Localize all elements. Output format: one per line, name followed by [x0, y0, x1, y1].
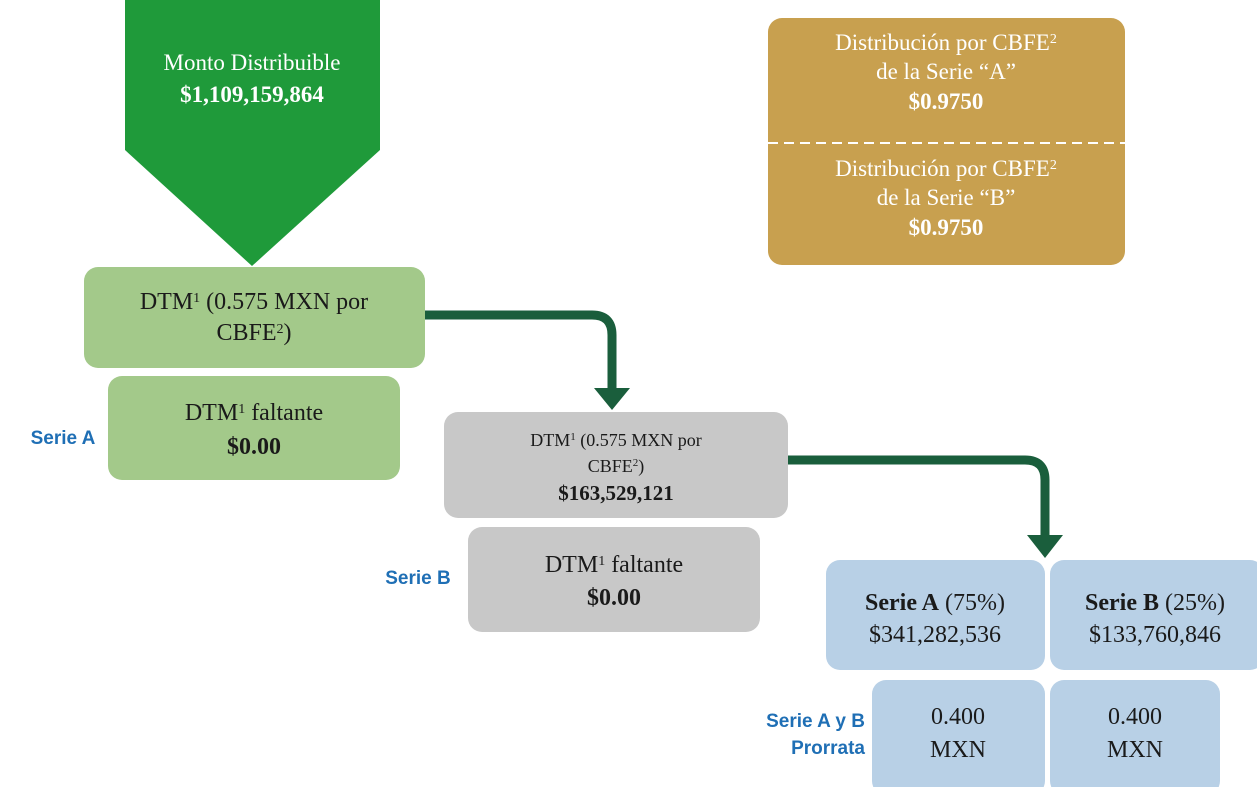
- rate: 0.400: [931, 704, 985, 730]
- sup: 2: [277, 322, 284, 337]
- prorrata-label: Serie A y B: [766, 711, 865, 732]
- arrow: [425, 310, 617, 392]
- serie-amount: $133,760,846: [1089, 622, 1221, 648]
- distribution-box: [768, 18, 1125, 265]
- serie-a-box: [826, 560, 1045, 670]
- rate-unit: MXN: [930, 737, 986, 763]
- dist-text: Distribución por CBFE2: [835, 156, 1057, 181]
- serie-label: Serie B: [385, 568, 450, 589]
- arrow: [788, 455, 1050, 538]
- rate: 0.400: [1108, 704, 1162, 730]
- faltante-amount: $0.00: [587, 585, 641, 611]
- rate-box-a: [872, 680, 1045, 787]
- text: Distribución por CBFE: [835, 30, 1050, 55]
- monto-label: Monto Distribuible: [164, 50, 341, 75]
- serie-share: Serie A (75%): [865, 590, 1005, 616]
- dist-amount: $0.9750: [909, 89, 984, 114]
- faltante-box-a: [108, 376, 400, 480]
- text: faltante: [605, 552, 683, 578]
- text: DTM: [185, 400, 238, 426]
- text: DTM: [140, 289, 193, 315]
- text: Serie B: [1085, 590, 1159, 616]
- sup: 2: [1050, 32, 1057, 47]
- text: (25%): [1159, 590, 1225, 616]
- text: CBFE: [216, 320, 276, 346]
- text: ): [638, 456, 644, 477]
- sup: 1: [193, 291, 200, 306]
- faltante-amount: $0.00: [227, 434, 281, 460]
- dtm-line: DTM1 (0.575 MXN por: [530, 430, 702, 451]
- rate-unit: MXN: [1107, 737, 1163, 763]
- monto-arrow: [125, 0, 380, 266]
- text: (0.575 MXN por: [576, 430, 702, 451]
- text: DTM: [545, 552, 598, 578]
- text: faltante: [245, 400, 323, 426]
- serie-b-box: [1050, 560, 1257, 670]
- monto-amount: $1,109,159,864: [180, 82, 324, 107]
- faltante-line: DTM1 faltante: [545, 552, 683, 578]
- sup: 1: [598, 554, 605, 569]
- text: (75%): [939, 590, 1005, 616]
- serie-amount: $341,282,536: [869, 622, 1001, 648]
- sup: 2: [1050, 158, 1057, 173]
- dtm-box-b: [444, 412, 788, 518]
- faltante-box-b: [468, 527, 760, 632]
- dist-serie: de la Serie “B”: [877, 185, 1016, 210]
- dist-amount: $0.9750: [909, 215, 984, 240]
- sup: 2: [633, 457, 639, 469]
- dtm-line: CBFE2): [216, 320, 291, 346]
- sup: 1: [238, 402, 245, 417]
- dist-text: Distribución por CBFE2: [835, 30, 1057, 55]
- text: (0.575 MXN por: [200, 289, 368, 315]
- text: ): [284, 320, 292, 346]
- text: Distribución por CBFE: [835, 156, 1050, 181]
- faltante-line: DTM1 faltante: [185, 400, 323, 426]
- dist-serie: de la Serie “A”: [876, 59, 1016, 84]
- prorrata-label: Prorrata: [791, 738, 865, 759]
- dtm-box-a: [84, 267, 425, 368]
- dtm-line: DTM1 (0.575 MXN por: [140, 289, 368, 315]
- serie-label: Serie A: [31, 428, 96, 449]
- dtm-line: CBFE2): [588, 456, 645, 477]
- text: CBFE: [588, 456, 633, 476]
- sup: 1: [570, 431, 576, 443]
- arrow-head: [1027, 535, 1063, 558]
- text: Serie A: [865, 590, 940, 616]
- rate-box-b: [1050, 680, 1220, 787]
- text: DTM: [530, 430, 570, 450]
- serie-share: Serie B (25%): [1085, 590, 1225, 616]
- arrow-head: [594, 388, 630, 410]
- dtm-amount: $163,529,121: [558, 481, 674, 505]
